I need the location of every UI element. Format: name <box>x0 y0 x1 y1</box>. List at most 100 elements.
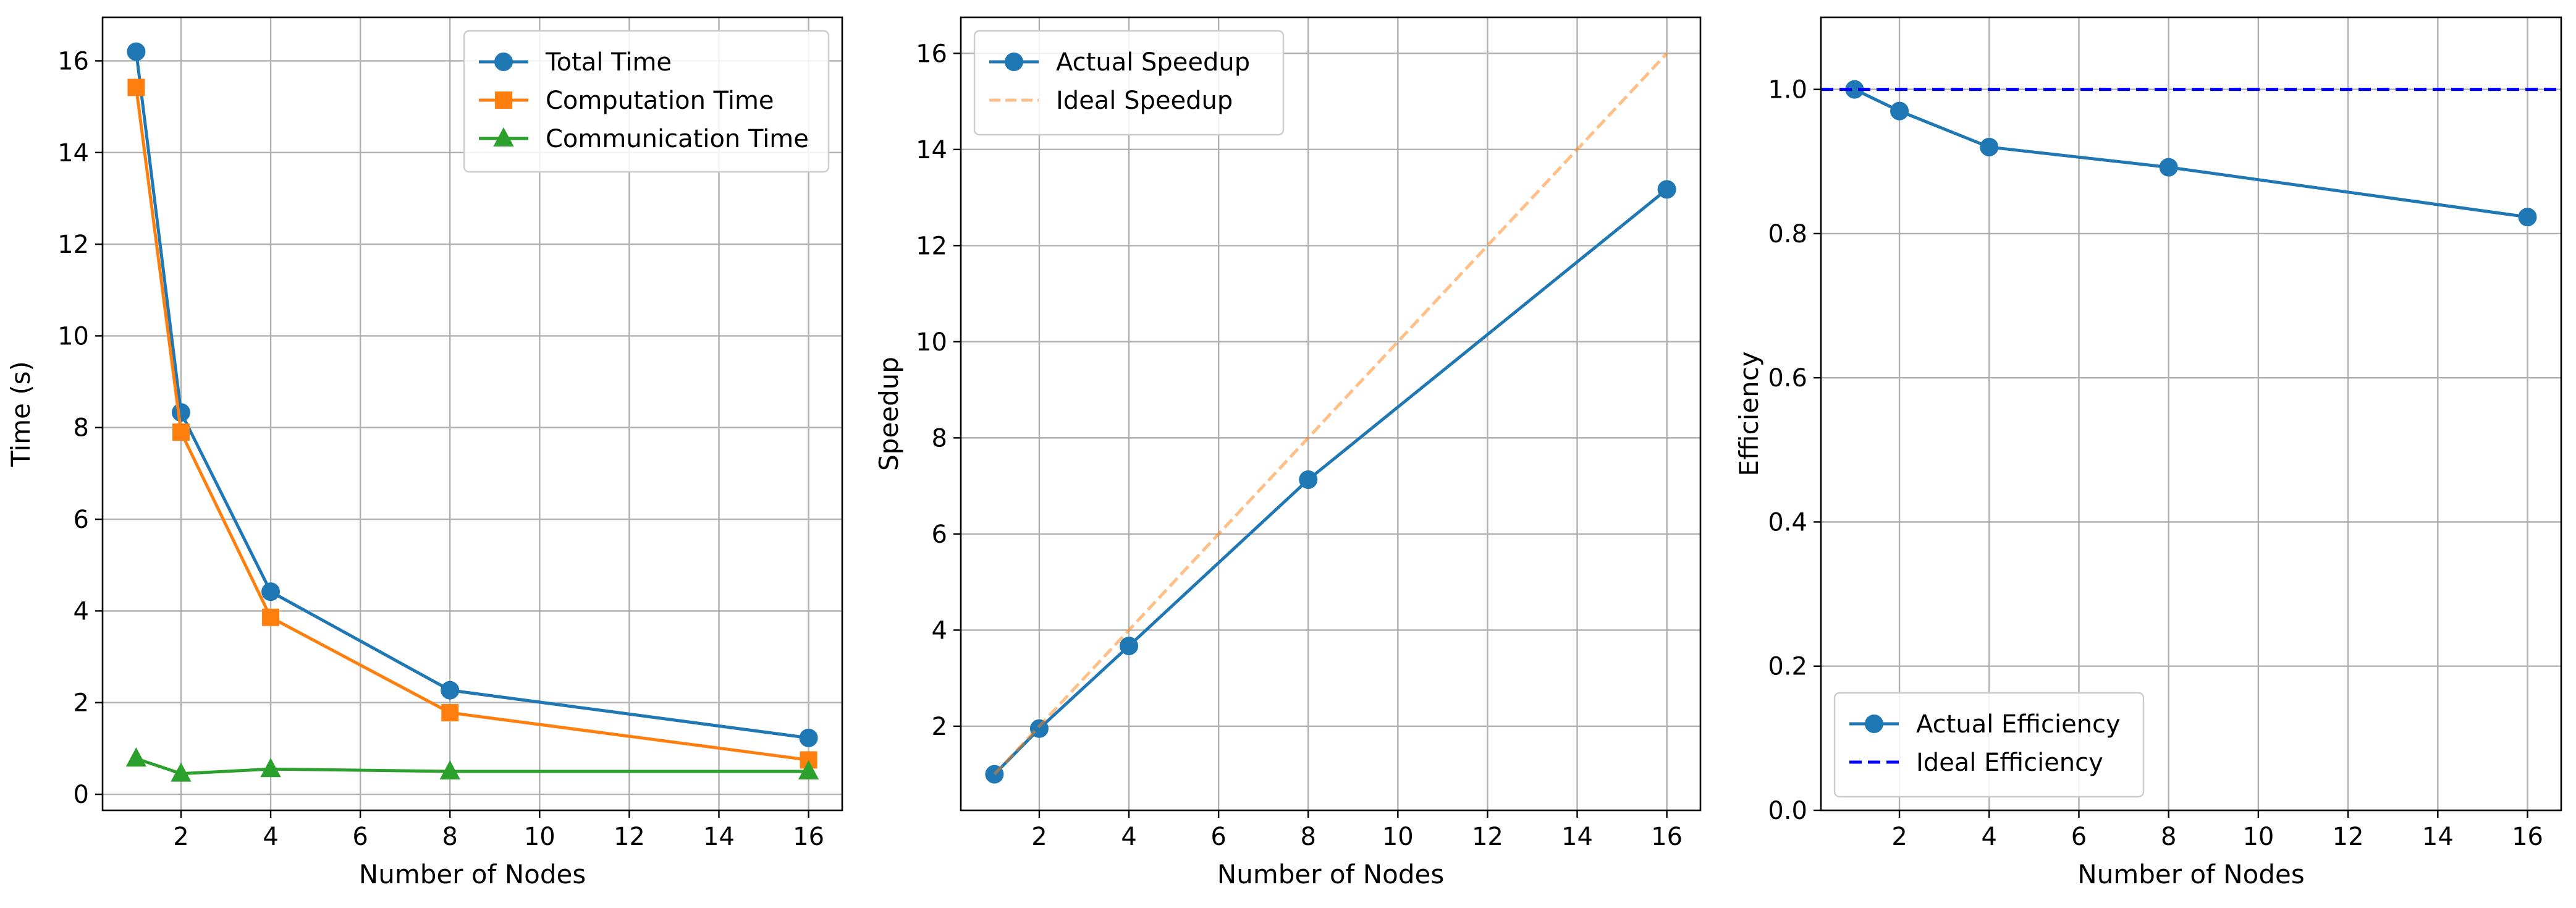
x-tick-label: 6 <box>352 823 368 851</box>
y-tick-label: 16 <box>916 40 947 68</box>
y-tick-label: 6 <box>74 506 89 534</box>
axes-frame <box>960 16 1702 812</box>
y-tick-label: 0.8 <box>1768 220 1807 248</box>
chart-panel-1: 2 4 6 8 10 12 14 16 0 2 4 6 8 10 12 14 16 Number of Nodes… <box>6 16 843 889</box>
computation-time-point <box>262 608 280 626</box>
computation-time-line <box>134 87 809 762</box>
legend-marker-actual-speedup <box>1005 53 1023 71</box>
x-tick-label: 16 <box>1651 823 1683 851</box>
computation-time-point <box>172 423 190 441</box>
y-tick-label: 0 <box>74 781 89 809</box>
y-tick-label: 2 <box>932 713 947 741</box>
legend-marker-communication-time <box>493 127 514 146</box>
y-tick-label: 8 <box>74 414 89 443</box>
total-time-point <box>441 681 460 700</box>
y-axis-label: Efficiency <box>1734 351 1764 476</box>
actual-efficiency-point <box>2159 158 2178 177</box>
communication-time-point <box>125 747 147 767</box>
legend-label-ideal-speedup: Ideal Speedup <box>1056 87 1233 115</box>
legend-label-total-time: Total Time <box>545 48 672 77</box>
legend-label-computation-time: Computation Time <box>546 87 774 115</box>
series-area <box>1821 80 2561 227</box>
x-tick-label: 8 <box>2161 823 2176 851</box>
y-tick-label: 12 <box>916 232 947 260</box>
x-tick-label: 6 <box>2071 823 2087 851</box>
actual-efficiency-point <box>1980 137 1999 156</box>
y-tick-label: 14 <box>57 139 89 168</box>
total-time-point <box>261 582 281 601</box>
axes-frame <box>101 16 843 812</box>
y-tick-label: 14 <box>916 136 947 164</box>
y-tick-label: 10 <box>57 322 89 350</box>
ideal-speedup-line <box>993 52 1668 776</box>
legend: Actual Efficiency Ideal Efficiency <box>1833 692 2145 798</box>
chart-panel-3: 2 4 6 8 10 12 14 16 0.0 0.2 0.4 0.6 0.8 1.0 Number of … <box>1734 16 2562 889</box>
y-axis-label: Speedup <box>874 357 904 471</box>
x-axis-label: Number of Nodes <box>2077 859 2304 889</box>
x-tick-label: 10 <box>524 823 555 851</box>
x-tick-label: 4 <box>1982 823 1997 851</box>
x-tick-label: 14 <box>2422 823 2454 851</box>
computation-time-point <box>127 78 145 96</box>
actual-efficiency-point <box>2518 208 2537 227</box>
legend-label-actual-speedup: Actual Speedup <box>1056 48 1250 77</box>
y-axis-label: Time (s) <box>6 361 36 467</box>
actual-speedup-line <box>993 188 1668 776</box>
legend-marker-computation-time <box>495 91 512 109</box>
legend-marker-actual-efficiency <box>1865 715 1883 733</box>
y-tick-label: 12 <box>57 231 89 259</box>
x-tick-label: 16 <box>793 823 824 851</box>
actual-speedup-point <box>1657 180 1676 199</box>
total-time-point <box>171 403 190 422</box>
x-tick-label: 6 <box>1210 823 1226 851</box>
communication-time-point <box>171 762 192 782</box>
legend: Total Time Computation Time Communication … <box>463 30 830 173</box>
y-tick-label: 0.2 <box>1768 653 1807 681</box>
x-tick-label: 4 <box>263 823 278 851</box>
y-tick-label: 0.0 <box>1768 797 1807 825</box>
x-tick-label: 2 <box>1031 823 1047 851</box>
y-tick-label: 1.0 <box>1768 76 1807 104</box>
communication-time-point <box>798 760 819 779</box>
actual-efficiency-point <box>1890 101 1909 121</box>
y-tick-label: 6 <box>932 520 947 549</box>
legend-box <box>973 30 1285 136</box>
legend-label-ideal-efficiency: Ideal Efficiency <box>1916 749 2103 777</box>
x-tick-label: 12 <box>614 823 645 851</box>
series-area <box>125 42 819 782</box>
legend-label-actual-efficiency: Actual Efficiency <box>1916 710 2121 739</box>
x-tick-label: 16 <box>2512 823 2543 851</box>
y-tick-label: 0.4 <box>1768 508 1807 537</box>
x-tick-label: 8 <box>1301 823 1316 851</box>
x-tick-label: 2 <box>1891 823 1907 851</box>
x-axis-label: Number of Nodes <box>1217 859 1444 889</box>
chart-panel-2: 2 4 6 8 10 12 14 16 2 4 6 8 10 12 14 16 Number of Nodes S… <box>874 16 1702 889</box>
legend-label-communication-time: Communication Time <box>546 125 809 153</box>
y-tick-label: 16 <box>57 47 89 75</box>
legend: Actual Speedup Ideal Speedup <box>973 30 1285 136</box>
y-tick-label: 10 <box>916 328 947 357</box>
x-tick-label: 12 <box>2333 823 2364 851</box>
y-tick-label: 4 <box>74 597 89 626</box>
x-tick-label: 10 <box>2242 823 2274 851</box>
legend-marker-total-time <box>494 53 513 71</box>
x-tick-label: 4 <box>1121 823 1136 851</box>
x-tick-label: 14 <box>703 823 735 851</box>
computation-time-point <box>441 704 459 722</box>
communication-time-line <box>135 757 809 776</box>
communication-time-point <box>439 760 460 779</box>
actual-efficiency-line <box>1854 88 2528 219</box>
x-tick-label: 10 <box>1382 823 1414 851</box>
legend-box <box>1833 692 2145 798</box>
y-tick-label: 4 <box>932 616 947 645</box>
series-area <box>985 52 1676 784</box>
x-tick-label: 8 <box>442 823 458 851</box>
x-axis-label: Number of Nodes <box>359 859 586 889</box>
x-tick-label: 14 <box>1561 823 1593 851</box>
axes-frame <box>1820 16 2562 812</box>
total-time-point <box>127 42 146 61</box>
x-tick-label: 12 <box>1472 823 1503 851</box>
y-tick-label: 0.6 <box>1768 364 1807 392</box>
x-tick-label: 2 <box>173 823 188 851</box>
legend-box <box>463 30 830 173</box>
